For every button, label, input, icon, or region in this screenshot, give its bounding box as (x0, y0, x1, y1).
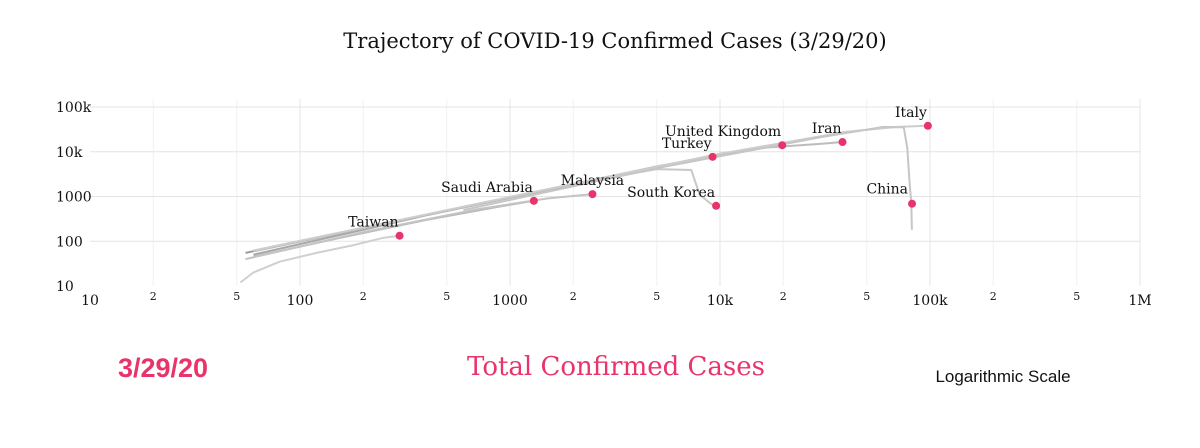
country-label: Malaysia (561, 173, 624, 189)
x-tick-label: 100 (287, 293, 314, 309)
data-point (588, 190, 597, 199)
country-label: China (866, 182, 908, 198)
scale-label: Logarithmic Scale (935, 367, 1070, 386)
x-minor-tick-label: 5 (443, 290, 450, 303)
x-minor-tick-label: 2 (150, 290, 157, 303)
x-minor-tick-label: 2 (360, 290, 367, 303)
country-label: Italy (895, 105, 927, 121)
x-tick-label: 1000 (492, 293, 528, 309)
x-tick-label: 10 (81, 293, 99, 309)
x-minor-tick-label: 2 (780, 290, 787, 303)
x-axis-ticks: 10 100 1000 10k 100k 1M 2 5 2 5 2 5 2 5 2 5 (81, 290, 1152, 309)
country-label: Taiwan (348, 215, 398, 231)
data-points (395, 121, 932, 240)
country-label: Saudi Arabia (441, 180, 533, 196)
country-label: South Korea (627, 185, 715, 201)
x-minor-tick-label: 5 (1073, 290, 1080, 303)
data-point (778, 141, 787, 150)
y-tick-label: 1000 (56, 190, 92, 206)
country-label: United Kingdom (665, 124, 781, 140)
trajectory-line (239, 234, 400, 284)
country-label: Turkey (662, 136, 712, 152)
chart-title: Trajectory of COVID-19 Confirmed Cases (… (343, 29, 886, 53)
y-tick-label: 100k (56, 100, 92, 116)
data-point (838, 138, 847, 147)
x-minor-tick-label: 5 (863, 290, 870, 303)
x-minor-tick-label: 5 (233, 290, 240, 303)
x-axis-title: Total Confirmed Cases (467, 352, 765, 382)
data-point (908, 199, 917, 208)
date-label: 3/29/20 (118, 353, 208, 383)
data-point (395, 231, 404, 240)
data-point (529, 196, 538, 205)
y-axis-ticks: 10 100 1000 10k 100k (56, 100, 92, 295)
x-minor-tick-label: 2 (570, 290, 577, 303)
y-tick-label: 10 (56, 279, 74, 295)
y-tick-label: 100 (56, 234, 83, 250)
x-minor-tick-label: 5 (653, 290, 660, 303)
trajectory-lines (239, 124, 928, 284)
trajectory-line (245, 193, 593, 261)
x-tick-label: 1M (1128, 293, 1151, 309)
data-point (923, 121, 932, 130)
country-label: Iran (812, 121, 842, 137)
x-minor-tick-label: 2 (990, 290, 997, 303)
x-tick-label: 10k (707, 293, 734, 309)
y-tick-label: 10k (56, 145, 83, 161)
data-point (712, 201, 721, 210)
data-point (708, 152, 717, 161)
grid (90, 99, 1141, 286)
x-tick-label: 100k (912, 293, 948, 309)
